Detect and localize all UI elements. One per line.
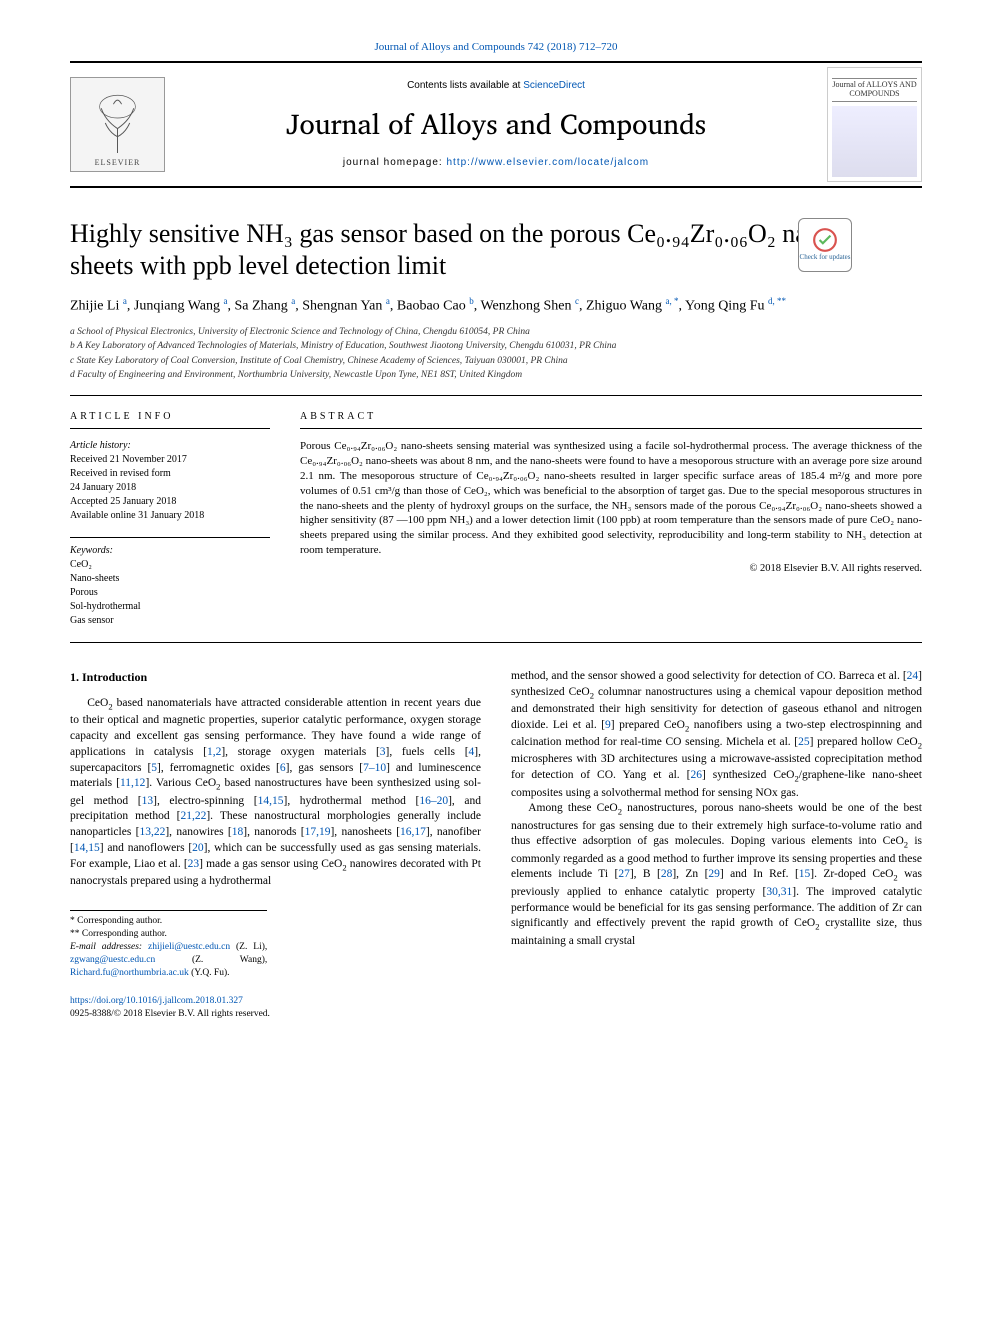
- section-header: 1. Introduction: [70, 669, 481, 686]
- article-info-header: ARTICLE INFO: [70, 410, 270, 429]
- elsevier-tree-icon: [75, 92, 160, 157]
- doi-block: https://doi.org/10.1016/j.jallcom.2018.0…: [70, 995, 481, 1021]
- email-line: E-mail addresses: zhijieli@uestc.edu.cn …: [70, 941, 267, 980]
- homepage-prefix: journal homepage:: [343, 157, 447, 168]
- history-line: Received 21 November 2017: [70, 453, 270, 467]
- body-paragraph: CeO2 based nanomaterials have attracted …: [70, 696, 481, 890]
- corresponding-note: * Corresponding author.: [70, 915, 267, 928]
- footnotes: * Corresponding author. ** Corresponding…: [70, 910, 267, 981]
- keyword: Nano-sheets: [70, 572, 270, 586]
- sciencedirect-link[interactable]: ScienceDirect: [523, 80, 585, 91]
- keyword: CeO₂: [70, 558, 270, 572]
- keyword: Gas sensor: [70, 614, 270, 628]
- body-columns: 1. Introduction CeO2 based nanomaterials…: [70, 669, 922, 1021]
- history-line: Available online 31 January 2018: [70, 509, 270, 523]
- abstract-block: ABSTRACT Porous Ce₀.₉₄Zr₀.₀₆O₂ nano-shee…: [300, 410, 922, 628]
- contents-prefix: Contents lists available at: [407, 80, 523, 91]
- article-meta: ARTICLE INFO Article history: Received 2…: [70, 410, 922, 643]
- homepage-link[interactable]: http://www.elsevier.com/locate/jalcom: [447, 157, 650, 168]
- running-head: Journal of Alloys and Compounds 742 (201…: [70, 40, 922, 55]
- corresponding-note: ** Corresponding author.: [70, 928, 267, 941]
- journal-name: Journal of Alloys and Compounds: [165, 105, 827, 144]
- journal-cover-thumbnail: Journal of ALLOYS AND COMPOUNDS: [827, 67, 922, 182]
- doi-link[interactable]: https://doi.org/10.1016/j.jallcom.2018.0…: [70, 996, 243, 1006]
- keyword: Sol-hydrothermal: [70, 600, 270, 614]
- article-info-block: ARTICLE INFO Article history: Received 2…: [70, 410, 270, 628]
- journal-ref-link[interactable]: Journal of Alloys and Compounds 742 (201…: [375, 41, 618, 53]
- publisher-logo: ELSEVIER: [70, 77, 165, 172]
- homepage-line: journal homepage: http://www.elsevier.co…: [165, 156, 827, 170]
- author-list: Zhijie Li a, Junqiang Wang a, Sa Zhang a…: [70, 295, 922, 316]
- contents-line: Contents lists available at ScienceDirec…: [165, 79, 827, 93]
- body-paragraph: method, and the sensor showed a good sel…: [511, 669, 922, 801]
- check-updates-label: Check for updates: [800, 253, 851, 263]
- journal-banner: ELSEVIER Contents lists available at Sci…: [70, 61, 922, 188]
- article-title: Highly sensitive NH₃ gas sensor based on…: [70, 218, 922, 280]
- history-line: Accepted 25 January 2018: [70, 495, 270, 509]
- cover-art: [832, 106, 917, 177]
- history-line: 24 January 2018: [70, 481, 270, 495]
- history-label: Article history:: [70, 439, 270, 453]
- body-paragraph: Among these CeO2 nanostructures, porous …: [511, 801, 922, 949]
- email-label: E-mail addresses:: [70, 942, 148, 952]
- affiliation: c State Key Laboratory of Coal Conversio…: [70, 355, 922, 368]
- affiliation: d Faculty of Engineering and Environment…: [70, 369, 922, 382]
- publisher-name: ELSEVIER: [95, 157, 141, 168]
- column-right: method, and the sensor showed a good sel…: [511, 669, 922, 1021]
- check-updates-badge[interactable]: Check for updates: [798, 218, 852, 272]
- affiliation: b A Key Laboratory of Advanced Technolog…: [70, 340, 922, 353]
- issn-copyright: 0925-8388/© 2018 Elsevier B.V. All right…: [70, 1008, 481, 1021]
- abstract-header: ABSTRACT: [300, 410, 922, 429]
- banner-center: Contents lists available at ScienceDirec…: [165, 73, 827, 176]
- cover-title: Journal of ALLOYS AND COMPOUNDS: [832, 78, 917, 102]
- affiliation-list: a School of Physical Electronics, Univer…: [70, 326, 922, 396]
- abstract-copyright: © 2018 Elsevier B.V. All rights reserved…: [300, 562, 922, 577]
- column-left: 1. Introduction CeO2 based nanomaterials…: [70, 669, 481, 1021]
- history-line: Received in revised form: [70, 467, 270, 481]
- keyword: Porous: [70, 586, 270, 600]
- crossmark-icon: [812, 227, 838, 253]
- affiliation: a School of Physical Electronics, Univer…: [70, 326, 922, 339]
- abstract-body: Porous Ce₀.₉₄Zr₀.₀₆O₂ nano-sheets sensin…: [300, 439, 922, 558]
- keywords-label: Keywords:: [70, 537, 270, 558]
